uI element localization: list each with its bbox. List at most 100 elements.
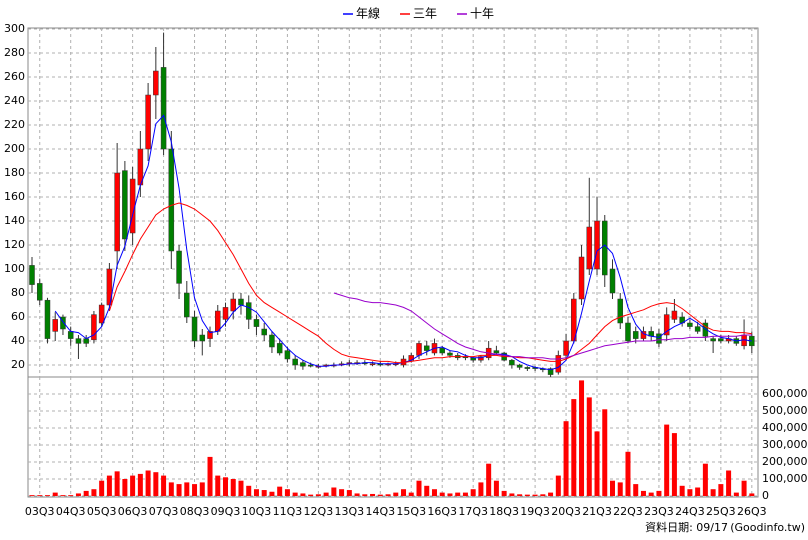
x-tick-label: 09Q3 <box>211 505 241 518</box>
candle-body <box>718 338 724 342</box>
y-tick-label: 200 <box>4 142 25 155</box>
volume-bar <box>718 484 724 496</box>
volume-bar <box>68 495 74 496</box>
candle-body <box>493 350 500 354</box>
volume-bar <box>354 493 360 496</box>
candle-body <box>199 334 206 342</box>
volume-bar <box>153 472 159 496</box>
legend-label: 年線 <box>356 6 380 21</box>
volume-bar <box>687 489 693 496</box>
candle-body <box>447 352 453 356</box>
y-tick-label: 180 <box>4 166 25 179</box>
candle-body <box>168 148 175 252</box>
x-tick-label: 22Q3 <box>613 505 643 518</box>
x-tick-label: 23Q3 <box>644 505 674 518</box>
volume-bar <box>192 484 198 496</box>
volume-bar <box>617 482 623 496</box>
candle-body <box>656 333 662 344</box>
volume-bar <box>741 480 747 496</box>
volume-tick-label: 200,000 <box>762 455 808 468</box>
volume-bar <box>633 484 639 496</box>
candle-body <box>292 358 298 366</box>
volume-bar <box>362 494 368 496</box>
volume-bar <box>246 485 252 496</box>
volume-bar <box>300 493 306 496</box>
volume-bar <box>532 494 538 496</box>
volume-bar <box>29 495 35 496</box>
volume-bar <box>323 492 329 496</box>
candle-body <box>609 268 616 294</box>
volume-bar <box>501 490 507 496</box>
x-tick-label: 12Q3 <box>304 505 334 518</box>
volume-bar <box>671 433 677 496</box>
volume-bar <box>184 482 190 496</box>
volume-bar <box>277 486 283 496</box>
y-tick-label: 160 <box>4 190 25 203</box>
volume-bar <box>91 489 97 496</box>
candle-body <box>67 331 74 339</box>
volume-bar <box>524 494 530 496</box>
x-tick-label: 21Q3 <box>582 505 612 518</box>
volume-bar <box>555 475 561 496</box>
volume-bar <box>253 489 259 496</box>
x-tick-label: 17Q3 <box>458 505 488 518</box>
y-tick-label: 280 <box>4 46 25 59</box>
candle-body <box>176 250 182 284</box>
volume-bar <box>401 489 407 496</box>
volume-bar <box>733 492 739 496</box>
volume-bar <box>122 479 128 496</box>
candle-body <box>509 359 515 366</box>
volume-bar <box>377 494 383 496</box>
volume-bar <box>695 487 701 496</box>
candle-body <box>253 319 260 327</box>
x-tick-label: 08Q3 <box>180 505 210 518</box>
candle-body <box>307 364 314 367</box>
volume-bar <box>594 431 600 496</box>
candle-body <box>671 310 678 320</box>
x-tick-label: 25Q3 <box>706 505 736 518</box>
volume-bar <box>462 492 468 496</box>
volume-bar <box>75 493 81 496</box>
volume-bar <box>215 475 221 496</box>
candle-body <box>122 170 128 240</box>
x-tick-label: 24Q3 <box>675 505 705 518</box>
x-tick-label: 03Q3 <box>25 505 55 518</box>
volume-bar <box>308 494 314 496</box>
x-tick-label: 11Q3 <box>273 505 303 518</box>
volume-bar <box>114 471 120 496</box>
volume-bar <box>346 490 352 496</box>
volume-bar <box>207 456 213 496</box>
volume-bar <box>416 480 422 496</box>
volume-bar <box>486 463 492 496</box>
y-tick-label: 40 <box>11 334 25 347</box>
y-tick-label: 220 <box>4 118 25 131</box>
candle-body <box>284 350 291 360</box>
candle-body <box>83 338 89 344</box>
x-tick-label: 04Q3 <box>56 505 86 518</box>
y-tick-label: 100 <box>4 262 25 275</box>
volume-bar <box>610 480 615 496</box>
x-tick-label: 19Q3 <box>520 505 550 518</box>
legend-label: 十年 <box>470 7 494 21</box>
candle-body <box>516 364 523 368</box>
volume-bar <box>223 477 228 496</box>
volume-bar <box>563 421 569 496</box>
volume-bar <box>478 482 484 496</box>
volume-tick-label: 600,000 <box>762 387 808 400</box>
volume-bar <box>408 492 414 496</box>
volume-bar <box>339 489 345 496</box>
candle-body <box>145 94 151 150</box>
candle-body <box>184 292 190 318</box>
volume-tick-label: 100,000 <box>762 472 808 485</box>
volume-bar <box>447 493 453 496</box>
volume-bar <box>586 397 592 496</box>
plot-frame <box>27 27 759 498</box>
candle-body <box>710 338 716 342</box>
candle-body <box>245 302 252 320</box>
x-tick-label: 14Q3 <box>365 505 395 518</box>
volume-bar <box>726 470 732 496</box>
y-tick-label: 80 <box>11 286 25 299</box>
candle-body <box>586 226 593 270</box>
legend-label: 三年 <box>413 7 437 21</box>
